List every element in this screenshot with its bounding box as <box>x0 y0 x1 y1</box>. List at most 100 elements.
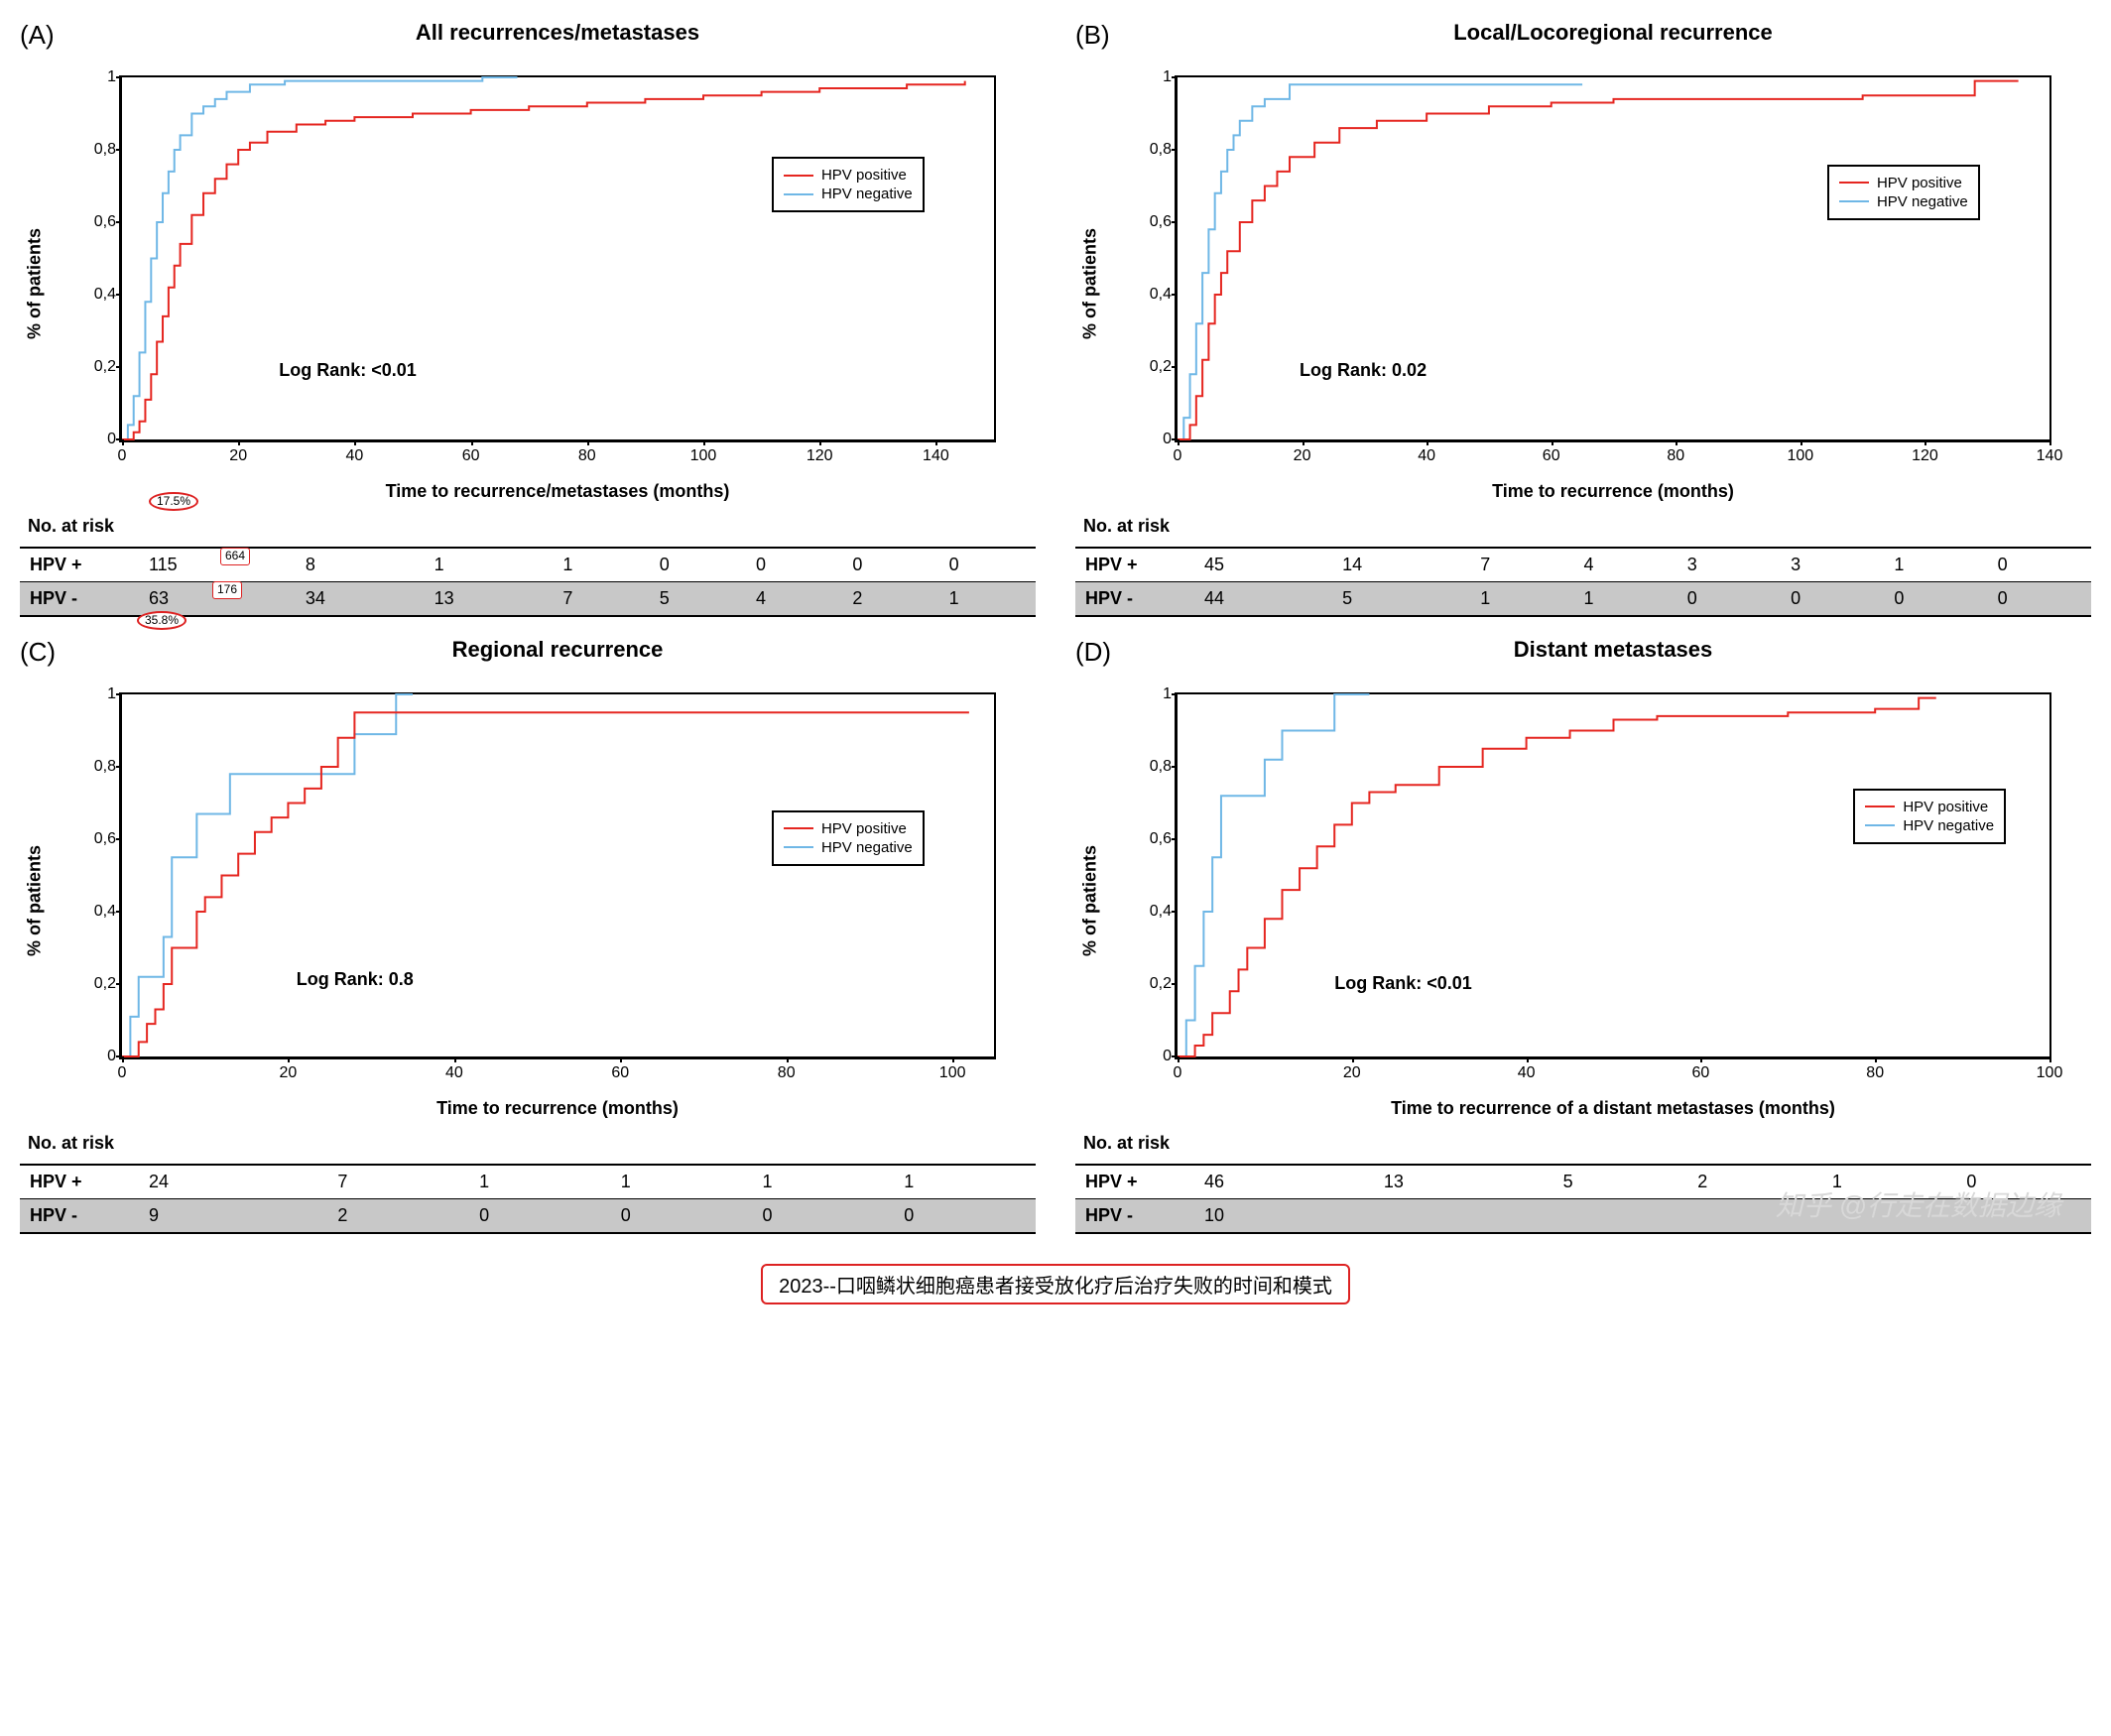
ytick: 0,8 <box>94 141 116 159</box>
ytick: 0,2 <box>1150 975 1172 993</box>
risk-cell: 7 <box>1470 548 1573 582</box>
legend-pos-label: HPV positive <box>821 167 907 184</box>
risk-cell: 4 <box>1573 548 1676 582</box>
xtick: 140 <box>923 447 949 465</box>
ytick: 0,6 <box>1150 830 1172 848</box>
legend-pos-label: HPV positive <box>821 820 907 837</box>
legend-swatch-neg <box>1865 824 1895 826</box>
legend-neg: HPV negative <box>1865 817 1994 834</box>
risk-cell: 3 <box>1781 548 1884 582</box>
legend-pos: HPV positive <box>1839 175 1968 191</box>
xtick: 20 <box>1294 447 1311 465</box>
xtick: 20 <box>280 1064 298 1082</box>
risk-row-label: HPV + <box>1075 1165 1194 1199</box>
xtick: 60 <box>1691 1064 1709 1082</box>
xtick: 100 <box>690 447 717 465</box>
xtick: 100 <box>2037 1064 2063 1082</box>
risk-cell: 0 <box>1884 582 1987 617</box>
legend-swatch-pos <box>784 175 813 177</box>
risk-cell: 5 <box>650 582 746 617</box>
anno-oval-bot: 35.8% <box>137 611 186 630</box>
risk-cell: 34 <box>296 582 425 617</box>
xtick: 80 <box>1667 447 1684 465</box>
risk-cell: 7 <box>553 582 649 617</box>
ytick: 0,2 <box>94 975 116 993</box>
xtick: 0 <box>1174 447 1182 465</box>
risk-cell: 1 <box>894 1165 1036 1199</box>
risk-cell: 3 <box>1677 548 1781 582</box>
panel-letter-A: (A) <box>20 20 55 51</box>
xtick: 80 <box>1866 1064 1884 1082</box>
legend-neg-label: HPV negative <box>821 839 913 856</box>
curve-hpv-pos <box>1178 698 1936 1056</box>
legend-neg-label: HPV negative <box>821 186 913 202</box>
risk-cell: 0 <box>1988 582 2091 617</box>
xtick: 20 <box>229 447 247 465</box>
risk-cell: 1 <box>469 1165 611 1199</box>
risk-cell: 1 <box>1884 548 1987 582</box>
legend-swatch-neg <box>784 846 813 848</box>
legend-swatch-neg <box>1839 200 1869 202</box>
panel-B: (B) Local/Locoregional recurrence % of p… <box>1075 20 2091 617</box>
ytick: 0,8 <box>1150 758 1172 776</box>
panel-letter-C: (C) <box>20 637 56 668</box>
risk-cell: 0 <box>611 1199 753 1234</box>
risk-row-label: HPV - <box>1075 582 1194 617</box>
ytick: 1 <box>107 685 116 703</box>
xtick: 0 <box>118 447 127 465</box>
curve-hpv-pos <box>122 81 965 439</box>
risk-table-A: HPV +1158110000HPV -63341375421 <box>20 547 1036 617</box>
ytick: 0,6 <box>1150 213 1172 231</box>
curves-D <box>1178 694 2049 1056</box>
chart-title-B: Local/Locoregional recurrence <box>1075 20 2091 46</box>
risk-table-C: HPV +2471111HPV -920000 <box>20 1164 1036 1234</box>
legend-pos-label: HPV positive <box>1877 175 1962 191</box>
chart-title-D: Distant metastases <box>1075 637 2091 663</box>
curves-B <box>1178 77 2049 439</box>
risk-cell: 2 <box>1687 1165 1822 1199</box>
risk-row-label: HPV - <box>20 1199 139 1234</box>
xtick: 60 <box>462 447 480 465</box>
risk-row-label: HPV + <box>20 548 139 582</box>
risk-cell: 24 <box>139 1165 327 1199</box>
panel-letter-D: (D) <box>1075 637 1111 668</box>
xtick: 120 <box>1912 447 1938 465</box>
risk-title-C: No. at risk <box>20 1129 1036 1158</box>
legend-C: HPV positive HPV negative <box>772 810 925 866</box>
curves-C <box>122 694 994 1056</box>
risk-title-A: No. at risk <box>20 512 1036 541</box>
risk-cell: 1 <box>611 1165 753 1199</box>
legend-pos: HPV positive <box>784 167 913 184</box>
risk-cell: 13 <box>425 582 554 617</box>
ytick: 1 <box>1163 68 1172 86</box>
risk-cell: 0 <box>842 548 938 582</box>
xtick: 80 <box>778 1064 796 1082</box>
curve-hpv-neg <box>122 694 413 1056</box>
chart-area-B: % of patients Log Rank: 0.02 HPV positiv… <box>1075 56 2091 512</box>
xtick: 0 <box>1174 1064 1182 1082</box>
ylabel-D: % of patients <box>1080 845 1101 956</box>
xlabel-B: Time to recurrence (months) <box>1075 481 2091 502</box>
xtick: 100 <box>939 1064 966 1082</box>
risk-cell: 10 <box>1194 1199 1374 1234</box>
risk-wrap-D: No. at risk HPV +46135210HPV -10 <box>1075 1129 2091 1234</box>
legend-pos-label: HPV positive <box>1903 799 1988 815</box>
ytick: 0,8 <box>94 758 116 776</box>
risk-row-label: HPV - <box>1075 1199 1194 1234</box>
anno-box-pos: 664 <box>220 548 250 565</box>
chart-title-A: All recurrences/metastases <box>20 20 1036 46</box>
curve-hpv-neg <box>1178 694 1369 1056</box>
risk-cell: 1 <box>425 548 554 582</box>
ytick: 0,4 <box>94 903 116 921</box>
panel-D: (D) Distant metastases % of patients Log… <box>1075 637 2091 1234</box>
curve-hpv-pos <box>122 712 969 1056</box>
risk-cell: 8 <box>296 548 425 582</box>
risk-cell <box>1687 1199 1822 1234</box>
ylabel-A: % of patients <box>25 228 46 339</box>
legend-neg-label: HPV negative <box>1877 193 1968 210</box>
legend-swatch-pos <box>1839 182 1869 184</box>
ytick: 0,4 <box>1150 903 1172 921</box>
xtick: 20 <box>1343 1064 1361 1082</box>
caption: 2023--口咽鳞状细胞癌患者接受放化疗后治疗失败的时间和模式 <box>761 1264 1350 1304</box>
plot-B: Log Rank: 0.02 HPV positive HPV negative… <box>1175 75 2051 442</box>
